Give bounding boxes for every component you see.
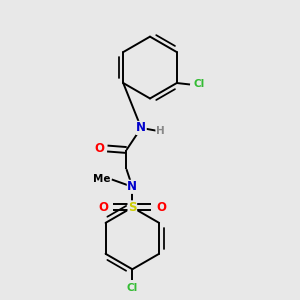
Text: Cl: Cl: [194, 80, 205, 89]
Text: H: H: [156, 126, 165, 136]
Text: Me: Me: [93, 174, 111, 184]
Text: S: S: [128, 201, 136, 214]
Text: O: O: [156, 201, 166, 214]
Text: N: N: [127, 180, 137, 193]
Text: N: N: [136, 122, 146, 134]
Text: O: O: [94, 142, 104, 155]
Text: O: O: [99, 201, 109, 214]
Text: Cl: Cl: [127, 283, 138, 293]
